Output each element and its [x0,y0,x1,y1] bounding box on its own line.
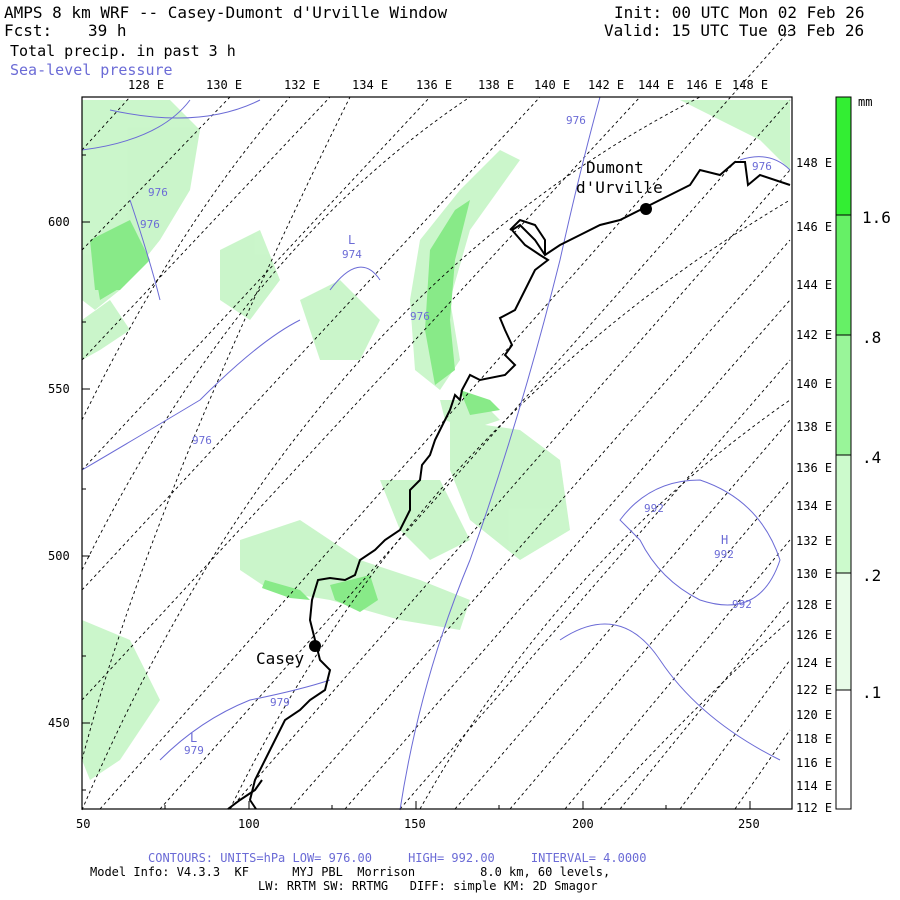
forecast-hour: 39 h [88,21,127,40]
lon-label: 126 E [796,628,832,642]
isobar-label: 979 [184,744,204,757]
y-tick-label: 600 [48,215,70,229]
valid-time: Valid: 15 UTC Tue 03 Feb 26 [604,21,865,40]
lon-label: 124 E [796,656,832,670]
lon-label: 148 E [732,78,768,92]
lon-label: 144 E [638,78,674,92]
lon-label: 136 E [796,461,832,475]
field-precip-label: Total precip. in past 3 h [10,42,236,60]
colorbar-label: 1.6 [862,208,891,227]
lon-label: 116 E [796,756,832,770]
colorbar-segment [836,690,851,809]
y-tick-label: 450 [48,716,70,730]
isobar-label: 992 [714,548,734,561]
left-ticks [82,154,90,791]
isobar-label: 976 [148,186,168,199]
left-axis: 600 550 500 450 [48,215,70,730]
lon-label: 146 E [686,78,722,92]
pressure-center-labels: L L H [190,233,728,745]
y-tick-label: 550 [48,382,70,396]
lon-label: 140 E [796,377,832,391]
x-tick-label: 200 [572,817,594,831]
precip-colorbar: mm 1.6 .8 .4 .2 .1 [835,95,891,810]
x-tick-label: 250 [738,817,760,831]
colorbar-label: .4 [862,448,881,467]
isobar-label: 992 [644,502,664,515]
lon-label: 142 E [588,78,624,92]
lon-label: 136 E [416,78,452,92]
contour-info: CONTOURS: UNITS=hPa LOW= 976.00 HIGH= 99… [148,851,647,865]
precip-heavy [90,200,500,612]
lon-label: 138 E [478,78,514,92]
map-border [81,96,793,810]
lon-label: 144 E [796,278,832,292]
map-title: AMPS 8 km WRF -- Casey-Dumont d'Urville … [4,3,448,22]
station-label-durville: d'Urville [576,178,663,197]
colorbar-segment [836,573,851,690]
colorbar-unit: mm [858,95,872,109]
low-center-label: L [190,731,197,745]
bottom-axis: 50 100 150 200 250 [76,817,760,831]
colorbar-segment [836,335,851,455]
colorbar-segment [836,97,851,215]
isobars [81,96,791,811]
isobar-label: 976 [752,160,772,173]
isobar-label: 992 [732,598,752,611]
lon-label: 120 E [796,708,832,722]
field-slp-label: Sea-level pressure [10,61,173,79]
lon-label: 138 E [796,420,832,434]
lon-label: 112 E [796,801,832,815]
isobar-label: 976 [410,310,430,323]
y-tick-label: 500 [48,549,70,563]
colorbar-label: .2 [862,566,881,585]
low-center-label: L [348,233,355,247]
lon-label: 148 E [796,156,832,170]
isobar-label: 976 [566,114,586,127]
forecast-label: Fcst: [4,21,53,40]
init-time: Init: 00 UTC Mon 02 Feb 26 [614,3,865,22]
colorbar-segment [836,215,851,335]
lon-label: 132 E [284,78,320,92]
lon-label: 142 E [796,328,832,342]
lon-label: 122 E [796,683,832,697]
colorbar-segment [836,455,851,573]
isobar-label: 974 [342,248,362,261]
lon-label: 134 E [796,499,832,513]
lon-label: 130 E [206,78,242,92]
x-tick-label: 50 [76,817,90,831]
x-tick-label: 150 [404,817,426,831]
isobar-label: 976 [140,218,160,231]
physics-info: LW: RRTM SW: RRTMG DIFF: simple KM: 2D S… [258,879,598,893]
lon-label: 146 E [796,220,832,234]
station-label-dumont: Dumont [586,158,644,177]
lon-label: 118 E [796,732,832,746]
map-background [82,97,792,809]
colorbar-label: .8 [862,328,881,347]
right-lon-labels: 148 E 146 E 144 E 142 E 140 E 138 E 136 … [796,156,832,815]
lon-label: 140 E [534,78,570,92]
colorbar-border [835,96,852,810]
isobar-label: 979 [270,696,290,709]
lon-label: 114 E [796,779,832,793]
isobar-labels: 976 976 976 976 976 976 974 979 979 992 … [140,114,772,757]
lon-label: 130 E [796,567,832,581]
lon-label: 134 E [352,78,388,92]
lon-label: 128 E [128,78,164,92]
lon-label: 128 E [796,598,832,612]
lon-label: 132 E [796,534,832,548]
colorbar-label: .1 [862,683,881,702]
x-tick-label: 100 [238,817,260,831]
dumont-durville-station-marker [640,203,652,215]
bottom-ticks [81,801,751,809]
isobar-label: 976 [192,434,212,447]
model-info: Model Info: V4.3.3 KF MYJ PBL Morrison 8… [90,865,611,879]
high-center-label: H [721,533,728,547]
station-label-casey: Casey [256,649,305,668]
graticule [81,29,791,811]
top-lon-labels: 128 E 130 E 132 E 134 E 136 E 138 E 140 … [128,78,768,92]
casey-station-marker [309,640,321,652]
